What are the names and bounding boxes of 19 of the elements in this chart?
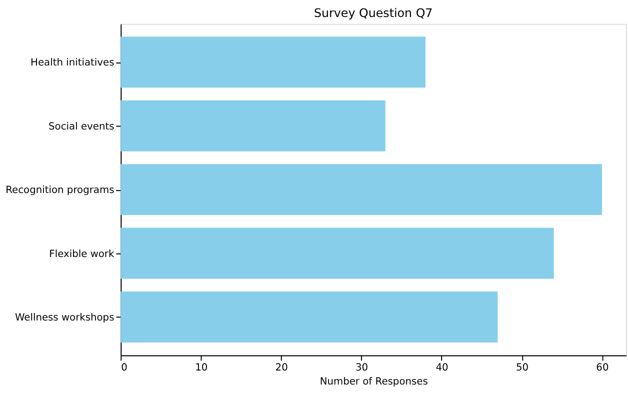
x-tick-label: 20	[275, 362, 288, 374]
y-tick-label: Flexible work	[49, 248, 114, 260]
x-tick-label: 10	[195, 362, 208, 374]
bar	[120, 228, 554, 279]
y-tick-label: Wellness workshops	[14, 312, 114, 324]
y-tick-label: Health initiatives	[30, 58, 114, 69]
y-tick-label: Recognition programs	[6, 185, 114, 196]
x-tick-label: 30	[356, 362, 368, 374]
x-tick-label: 50	[516, 362, 529, 374]
bar	[120, 292, 498, 342]
bar	[120, 100, 386, 152]
x-tick-label: 60	[596, 362, 609, 374]
chart-title: Survey Question Q7	[314, 6, 433, 20]
x-tick-label: 0	[121, 362, 128, 374]
y-tick-label: Social events	[48, 121, 114, 132]
bar	[120, 164, 602, 216]
x-tick-label: 40	[436, 362, 448, 374]
x-axis-title: Number of Responses	[320, 376, 428, 388]
bar	[120, 36, 426, 88]
